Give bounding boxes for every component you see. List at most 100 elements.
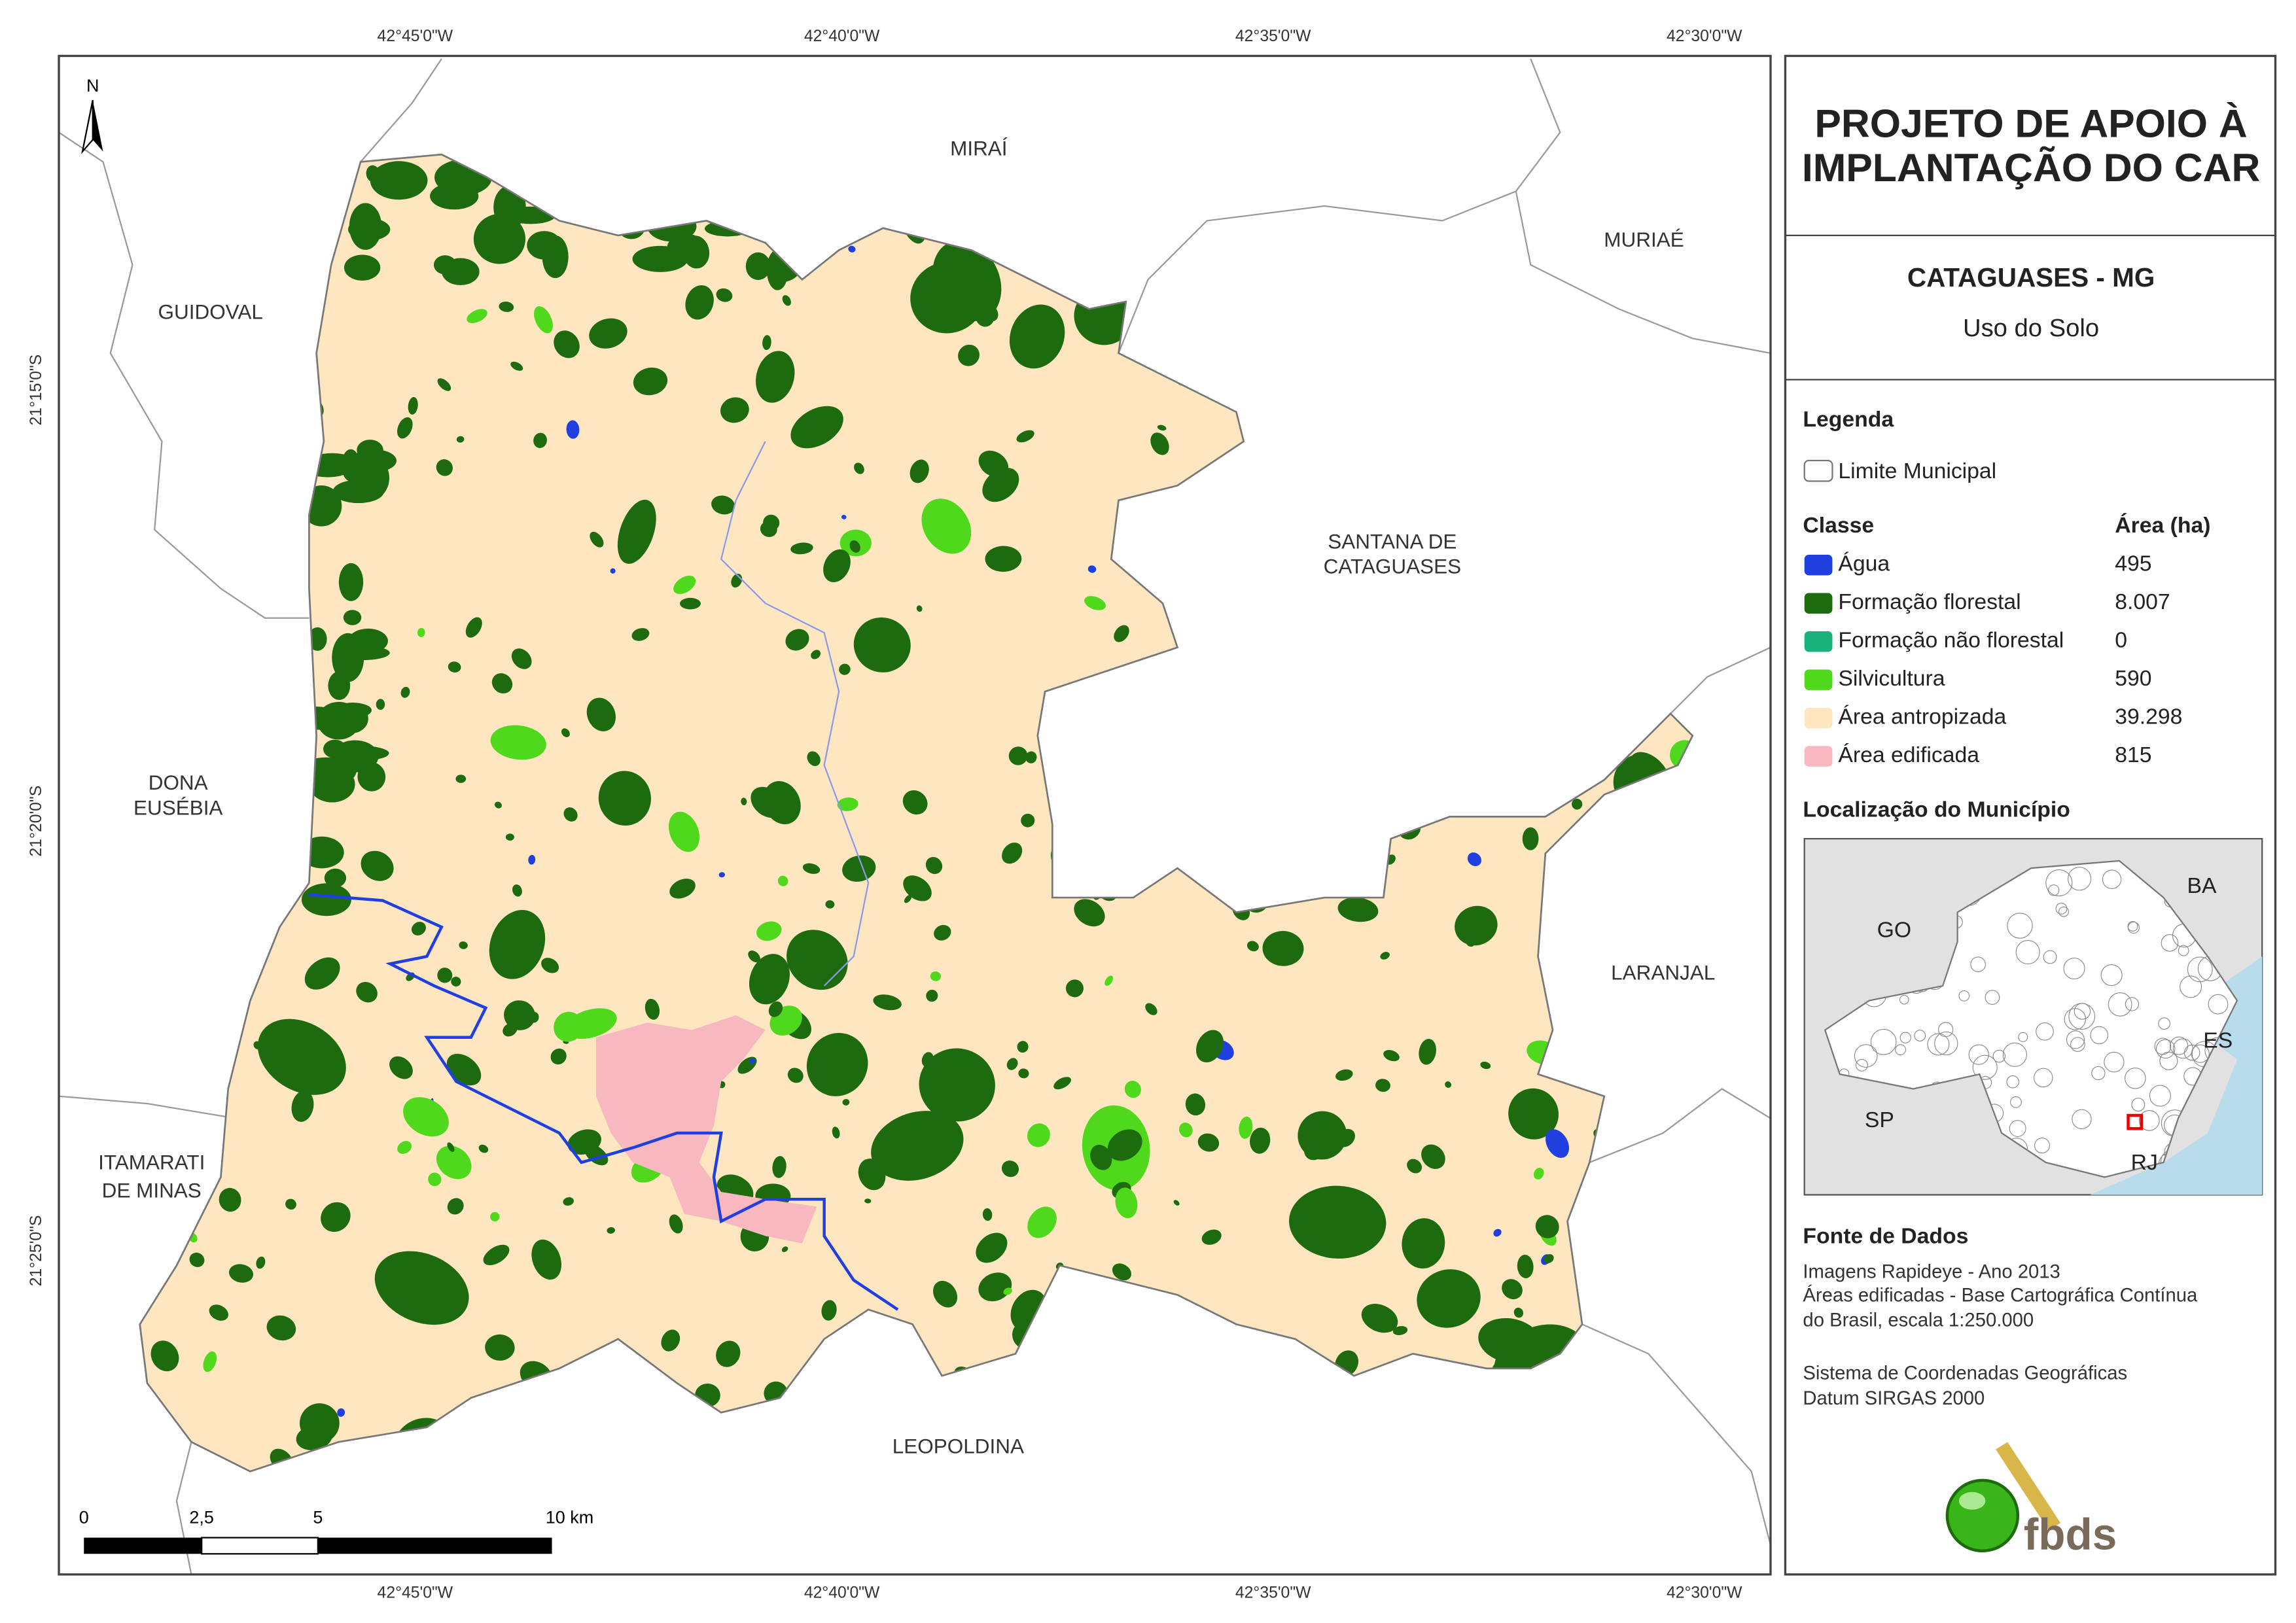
land-patch xyxy=(1441,1292,1456,1308)
land-patch xyxy=(1250,1127,1271,1154)
inset-municipality xyxy=(2161,934,2179,952)
land-patch xyxy=(528,854,536,865)
inset-municipality xyxy=(1992,1049,2006,1063)
land-patch xyxy=(669,879,696,899)
land-patch xyxy=(1114,625,1129,642)
inset-municipality xyxy=(2010,1096,2022,1108)
class-heading: Classe xyxy=(1803,513,1874,538)
state-label: SP xyxy=(1865,1108,1894,1132)
land-patch xyxy=(285,1198,296,1210)
north-label: N xyxy=(86,76,99,96)
inset-municipality xyxy=(2125,1067,2146,1089)
land-patch xyxy=(1090,1144,1112,1170)
scale-segment xyxy=(201,1537,319,1555)
land-patch xyxy=(904,894,912,903)
land-patch xyxy=(1065,979,1084,998)
land-patch xyxy=(337,1408,345,1417)
land-patch xyxy=(1197,1133,1220,1152)
land-patch xyxy=(586,697,616,731)
class-area: 590 xyxy=(2115,666,2151,691)
class-swatch xyxy=(1804,746,1833,767)
inset-municipality xyxy=(1895,1044,1907,1056)
land-patch xyxy=(661,1329,680,1352)
land-patch xyxy=(389,1056,413,1079)
land-patch xyxy=(1480,1061,1491,1070)
neighbor-label: ITAMARATI xyxy=(98,1151,205,1174)
land-patch xyxy=(370,161,428,200)
land-patch xyxy=(832,1126,840,1139)
land-patch xyxy=(1178,1122,1193,1138)
title-line: PROJETO DE APOIO À xyxy=(1814,101,2247,145)
land-patch xyxy=(787,1068,804,1083)
land-patch xyxy=(919,1048,995,1122)
inset-municipality xyxy=(2208,994,2229,1015)
land-patch xyxy=(1298,1111,1347,1160)
land-patch xyxy=(854,462,864,474)
land-patch xyxy=(598,771,651,826)
land-patch xyxy=(442,258,480,285)
land-patch xyxy=(1006,1058,1018,1070)
land-patch xyxy=(871,1111,964,1181)
inset-municipality xyxy=(1972,1055,1998,1080)
land-patch xyxy=(448,661,461,672)
inset-municipality xyxy=(2091,1066,2106,1081)
land-patch xyxy=(768,1001,783,1017)
land-patch xyxy=(356,981,378,1003)
neighbor-label: SANTANA DE xyxy=(1328,529,1457,553)
panel-frame xyxy=(1784,54,2277,1576)
class-name: Área antropizada xyxy=(1838,705,2006,729)
boundary-line xyxy=(59,1095,236,1119)
neighbor-label: EUSÉBIA xyxy=(133,795,222,819)
land-patch xyxy=(209,1304,228,1321)
land-patch xyxy=(842,1099,850,1106)
land-patch xyxy=(1025,751,1037,763)
inset-municipality xyxy=(1927,1033,1950,1056)
inset-municipality xyxy=(2009,1120,2026,1137)
land-patch xyxy=(343,610,362,625)
land-patch xyxy=(982,468,1019,502)
rivers xyxy=(309,441,899,1311)
land-patch xyxy=(762,335,771,351)
coord-label: 42°40'0"W xyxy=(804,1584,880,1602)
land-patch xyxy=(916,605,923,612)
land-patch xyxy=(1201,1229,1222,1245)
land-patch xyxy=(505,833,514,841)
land-patch xyxy=(1018,1068,1029,1079)
land-patch xyxy=(447,1198,464,1215)
land-patch xyxy=(1027,1123,1050,1147)
land-patch xyxy=(760,521,777,537)
land-patch xyxy=(189,1252,205,1267)
neighbor-label: DONA xyxy=(149,771,208,794)
title-line: IMPLANTAÇÃO DO CAR xyxy=(1802,145,2260,190)
side-panel: PROJETO DE APOIO À IMPLANTAÇÃO DO CAR CA… xyxy=(1784,54,2277,1576)
land-patch xyxy=(932,1280,958,1308)
logo: fbds xyxy=(1945,1442,2117,1559)
land-patch xyxy=(1008,746,1028,765)
land-patch xyxy=(1502,1279,1523,1300)
land-patch xyxy=(533,432,547,448)
inset-municipality xyxy=(1970,956,1986,973)
land-patch xyxy=(1428,1287,1444,1303)
inset-municipality xyxy=(2159,1051,2178,1070)
land-patch xyxy=(902,790,928,815)
land-patch xyxy=(344,254,381,281)
land-patch xyxy=(889,648,902,668)
neighbor-label: LEOPOLDINA xyxy=(892,1435,1024,1458)
coord-label: 42°30'0"W xyxy=(1667,27,1742,45)
land-patch xyxy=(864,1198,872,1204)
inset-municipality xyxy=(2158,1017,2170,1030)
land-patch xyxy=(1262,931,1304,966)
land-patch xyxy=(718,872,726,878)
land-patch xyxy=(1545,1129,1570,1159)
land-patch xyxy=(1112,1263,1132,1281)
inset-municipality xyxy=(1958,990,1970,1002)
land-patch xyxy=(400,686,410,698)
land-patch xyxy=(408,396,418,415)
land-patch xyxy=(976,1232,1008,1263)
class-swatch xyxy=(1804,669,1833,690)
coord-label: 42°40'0"W xyxy=(804,27,880,45)
inset-municipality xyxy=(1985,990,2000,1005)
inset-municipality xyxy=(2100,964,2123,986)
location-marker xyxy=(2127,1113,2144,1130)
